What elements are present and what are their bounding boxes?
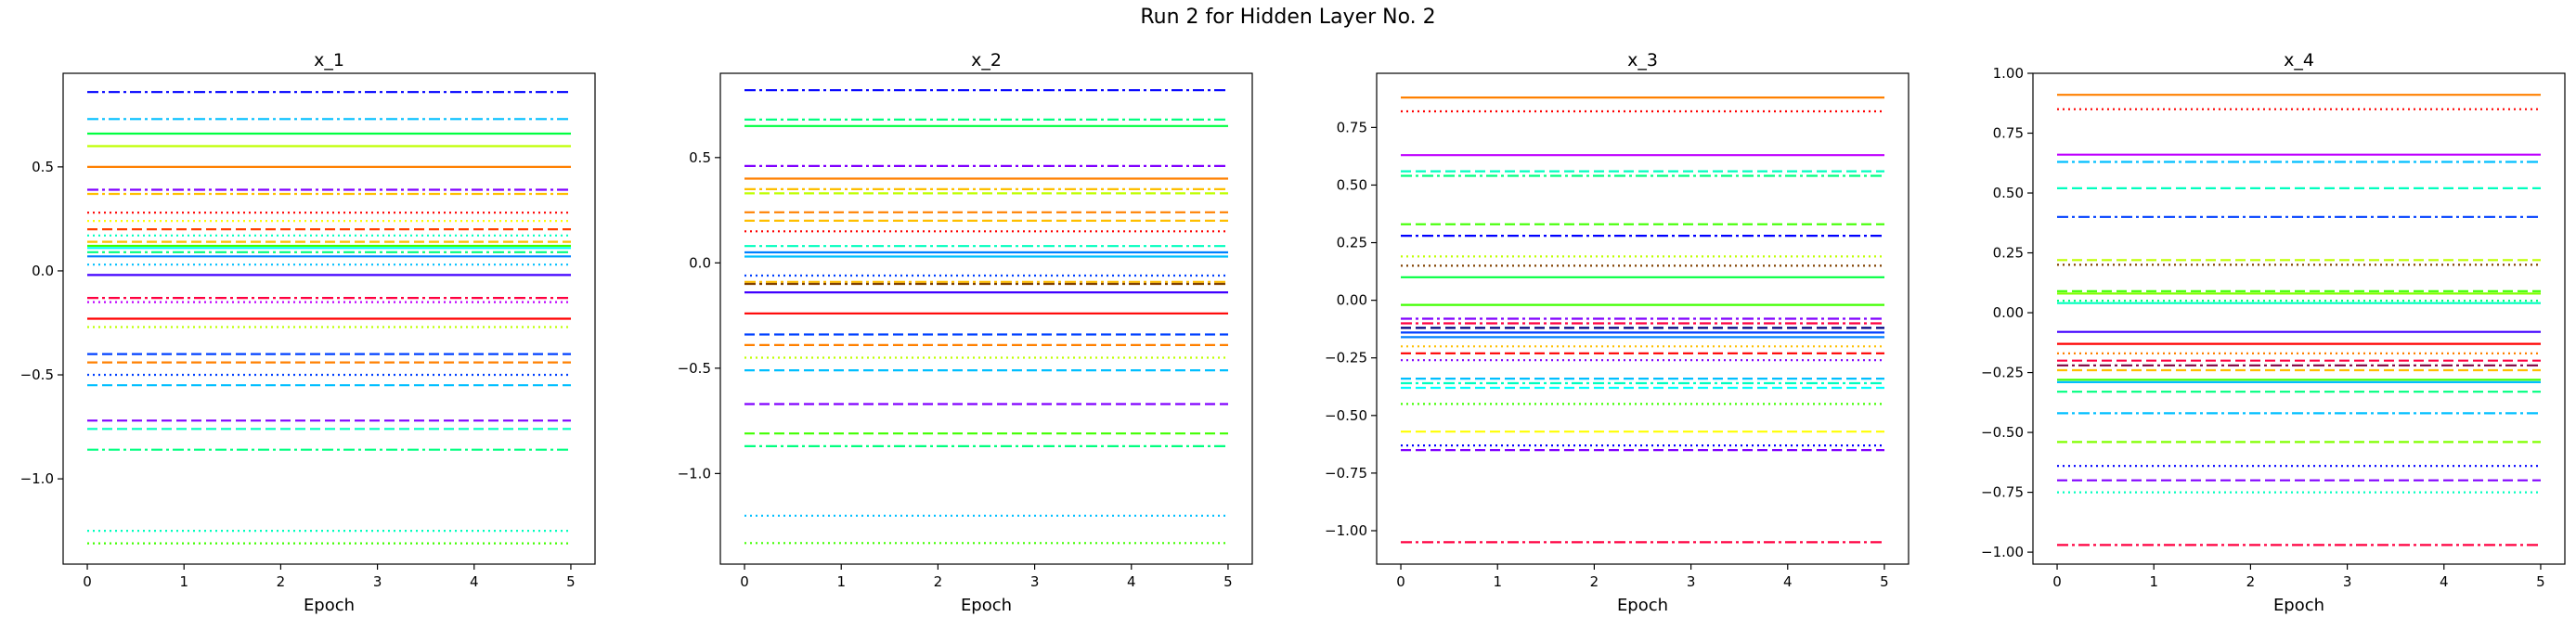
y-tick-label: 0.25 [1993, 245, 2024, 262]
x-tick-label: 3 [2343, 573, 2352, 590]
x-tick-label: 3 [1687, 573, 1696, 590]
y-tick-label: 0.5 [689, 149, 711, 166]
plot-frame [1376, 72, 1909, 565]
y-tick-label: 0.50 [1993, 185, 2024, 201]
x-tick-label: 2 [277, 573, 286, 590]
subplot-title: x_2 [971, 50, 1002, 71]
y-tick-label: −0.75 [1325, 465, 1367, 482]
plot-frame [62, 72, 596, 565]
x-tick-label: 0 [2052, 573, 2062, 590]
x-tick-label: 5 [1223, 573, 1233, 590]
x-axis-label: Epoch [1617, 596, 1668, 615]
y-tick-label: −1.00 [1981, 544, 2024, 560]
y-tick-label: 0.00 [1337, 292, 1367, 309]
y-tick-label: 0.0 [689, 254, 711, 271]
plot-frame [2032, 72, 2566, 565]
y-tick-label: 0.0 [32, 263, 54, 279]
y-tick-label: 0.00 [1993, 304, 2024, 321]
y-tick-label: 0.50 [1337, 176, 1367, 193]
x-tick-label: 5 [1880, 573, 1889, 590]
x-tick-label: 1 [2149, 573, 2158, 590]
x-tick-label: 5 [566, 573, 576, 590]
plot-frame [719, 72, 1253, 565]
x-tick-label: 3 [1030, 573, 1040, 590]
x-tick-label: 0 [83, 573, 92, 590]
y-tick-label: −0.25 [1981, 365, 2024, 381]
x-tick-label: 2 [934, 573, 943, 590]
x-tick-label: 3 [373, 573, 382, 590]
y-tick-label: −0.5 [20, 366, 54, 383]
x-tick-label: 2 [2246, 573, 2256, 590]
x-axis-label: Epoch [961, 596, 1012, 615]
subplot-3: 0 1 2 3 4 5 −1.00 −0.75 −0.50 −0.25 0.00 0.25 0.50 0.… [1325, 50, 1909, 615]
y-tick-label: −0.25 [1325, 350, 1367, 366]
x-tick-label: 2 [1590, 573, 1599, 590]
x-tick-label: 0 [740, 573, 749, 590]
x-tick-label: 4 [2440, 573, 2449, 590]
y-tick-label: 1.00 [1993, 65, 2024, 82]
subplot-4: 0 1 2 3 4 5 −1.00 −0.75 −0.50 −0.25 0.00 0.25 0.50 0.… [1981, 50, 2566, 615]
x-axis-label: Epoch [304, 596, 355, 615]
y-tick-label: −0.50 [1981, 424, 2024, 441]
y-tick-label: −1.0 [20, 470, 54, 487]
y-tick-label: 0.25 [1337, 235, 1367, 251]
subplot-title: x_3 [1627, 50, 1658, 71]
y-tick-label: −0.5 [678, 360, 711, 377]
x-tick-label: 0 [1396, 573, 1405, 590]
y-tick-label: −1.0 [678, 465, 711, 482]
subplot-title: x_4 [2284, 50, 2314, 71]
subplot-1: 0 1 2 3 4 5 −1.0 −0.5 0.0 0.5 x_1 Epoch [20, 50, 596, 615]
subplot-title: x_1 [314, 50, 344, 71]
figure-title: Run 2 for Hidden Layer No. 2 [1140, 6, 1436, 29]
y-tick-label: 0.75 [1993, 125, 2024, 142]
subplot-2: 0 1 2 3 4 5 −1.0 −0.5 0.0 0.5 x_2 Epoch [678, 50, 1253, 615]
x-tick-label: 1 [836, 573, 846, 590]
x-tick-label: 1 [179, 573, 188, 590]
x-axis-label: Epoch [2273, 596, 2324, 615]
y-tick-label: −0.50 [1325, 407, 1367, 424]
y-tick-label: −1.00 [1325, 522, 1367, 539]
x-tick-label: 4 [470, 573, 479, 590]
y-tick-label: 0.5 [32, 159, 54, 175]
x-tick-label: 5 [2536, 573, 2545, 590]
x-tick-label: 4 [1127, 573, 1136, 590]
y-tick-label: 0.75 [1337, 119, 1367, 135]
y-tick-label: −0.75 [1981, 484, 2024, 501]
x-tick-label: 1 [1493, 573, 1502, 590]
x-tick-label: 4 [1783, 573, 1793, 590]
